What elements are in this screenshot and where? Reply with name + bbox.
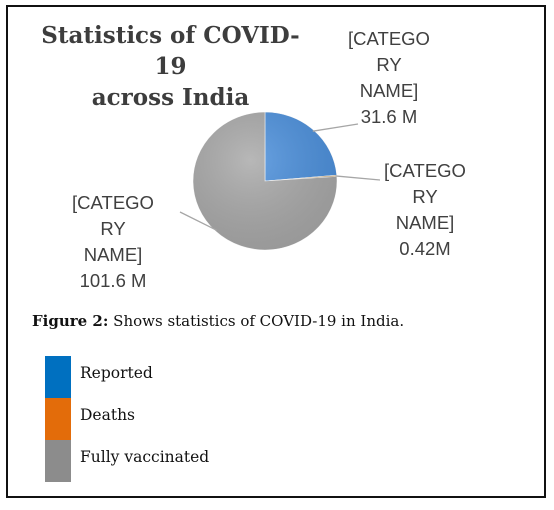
data-label-reported: [CATEGO RY NAME] 31.6 M	[348, 28, 430, 127]
leader-line-fully-vaccinated	[179, 211, 218, 231]
legend-item-reported: Reported	[45, 356, 305, 398]
figure-number: Figure 2:	[32, 312, 109, 330]
pie-chart: Statistics of COVID-19 across India [CAT…	[28, 12, 498, 297]
legend-swatch-fully-vaccinated	[45, 440, 71, 482]
legend-item-deaths: Deaths	[45, 398, 305, 440]
legend-label-fully-vaccinated: Fully vaccinated	[80, 448, 210, 466]
legend-swatch-reported	[45, 356, 71, 398]
figure-frame: Statistics of COVID-19 across India [CAT…	[6, 5, 546, 498]
pie-shading	[193, 112, 337, 250]
legend-item-fully-vaccinated: Fully vaccinated	[45, 440, 305, 482]
legend-label-reported: Reported	[80, 364, 153, 382]
chart-title: Statistics of COVID-19 across India	[41, 22, 300, 111]
data-label-fully-vaccinated: [CATEGO RY NAME] 101.6 M	[72, 192, 154, 291]
leader-line-deaths	[335, 175, 381, 181]
data-label-deaths: [CATEGO RY NAME] 0.42M	[384, 160, 466, 259]
pie-svg	[179, 111, 381, 251]
legend-swatch-deaths	[45, 398, 71, 440]
leader-line-reported	[312, 123, 359, 132]
legend-label-deaths: Deaths	[80, 406, 136, 424]
figure-caption: Figure 2: Shows statistics of COVID-19 i…	[32, 312, 404, 330]
figure-caption-text: Shows statistics of COVID-19 in India.	[113, 312, 405, 330]
